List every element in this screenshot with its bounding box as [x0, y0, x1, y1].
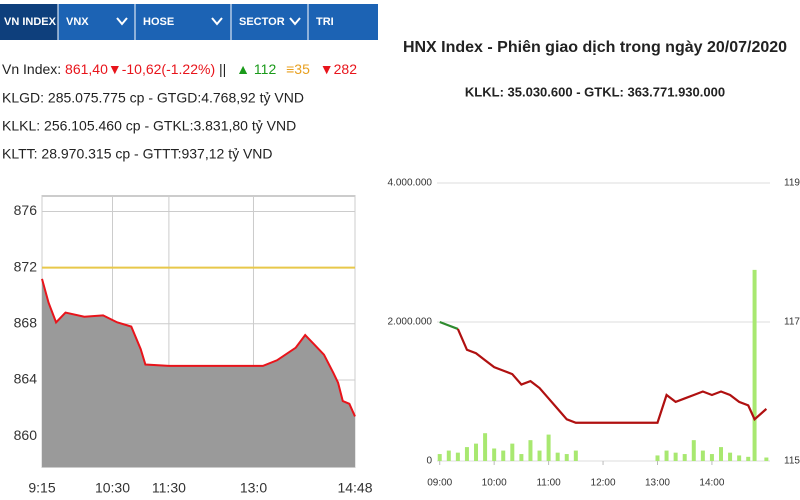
volume-bar: [519, 454, 524, 461]
volume-bar: [737, 455, 742, 461]
x-tick-label: 9:15: [28, 480, 55, 496]
volume-bar: [673, 452, 678, 461]
y-tick-label: 868: [14, 314, 38, 330]
y-tick-label: 864: [14, 371, 38, 387]
price-line: [456, 328, 768, 424]
tab[interactable]: VN INDEX: [4, 16, 57, 28]
volume-bar: [700, 450, 705, 461]
advances: ▲ 112: [236, 61, 276, 77]
volume-bar: [437, 454, 442, 461]
price-line: [41, 278, 356, 417]
tab-bar: VN INDEX VNX HOSE SECTOR TRI: [0, 4, 378, 40]
volume-bar: [691, 440, 696, 461]
tab[interactable]: TRI: [316, 16, 334, 28]
area-fill: [42, 278, 355, 467]
separator: ||: [219, 61, 226, 77]
dropdown-icon[interactable]: [116, 17, 128, 26]
y2-tick-label: 115: [784, 456, 800, 467]
y-tick-label: 4.000.000: [388, 178, 433, 189]
volume-bar: [446, 450, 451, 461]
volume-bar: [655, 455, 660, 461]
info-line: KLGD: 285.075.775 cp - GTGD:4.768,92 tỷ …: [2, 90, 304, 106]
volume-bar: [555, 452, 560, 461]
chart-title: HNX Index - Phiên giao dịch trong ngày 2…: [403, 39, 787, 56]
volume-bar: [573, 450, 578, 461]
tab-active-bg: [0, 4, 58, 40]
volume-bar: [719, 447, 724, 461]
x-tick-label: 14:00: [699, 478, 724, 489]
tab[interactable]: HOSE: [143, 16, 174, 28]
y-tick-label: 872: [14, 258, 38, 274]
volume-bar: [528, 440, 533, 461]
price-line: [439, 320, 459, 330]
y-tick-label: 876: [14, 202, 38, 218]
volume-bar: [564, 454, 569, 461]
volume-bar: [474, 443, 479, 461]
y2-tick-label: 117: [784, 317, 800, 328]
volume-bar: [682, 454, 687, 461]
y-tick-label: 0: [426, 456, 432, 467]
x-tick-label: 11:00: [536, 478, 561, 489]
volume-bar: [546, 434, 551, 461]
tab[interactable]: VNX: [66, 16, 89, 28]
x-tick-label: 11:30: [152, 480, 186, 496]
x-tick-label: 13:0: [240, 480, 267, 496]
index-change: 861,40▼-10,62(-1.22%): [65, 61, 215, 77]
y-tick-label: 860: [14, 427, 38, 443]
info-line: KLKL: 256.105.460 cp - GTKL:3.831,80 tỷ …: [2, 118, 296, 134]
x-tick-label: 13:00: [645, 478, 670, 489]
volume-bar: [764, 457, 769, 461]
dropdown-icon[interactable]: [211, 17, 223, 26]
volume-bar: [492, 448, 497, 461]
dropdown-icon[interactable]: [289, 17, 301, 26]
volume-bar: [728, 452, 733, 461]
volume-bar: [510, 443, 515, 461]
declines: ▼282: [320, 61, 357, 77]
volume-bar: [537, 450, 542, 461]
x-tick-label: 10:00: [482, 478, 507, 489]
x-tick-label: 14:48: [337, 480, 372, 496]
unchanged: ≡35: [286, 61, 310, 77]
volume-bar: [664, 450, 669, 461]
volume-bar: [501, 450, 506, 461]
x-tick-label: 10:30: [95, 480, 130, 496]
volume-bar: [746, 456, 751, 461]
volume-bar: [455, 452, 460, 461]
volume-bar: [464, 447, 469, 461]
info-line: KLTT: 28.970.315 cp - GTTT:937,12 tỷ VND: [2, 146, 273, 162]
volume-bar: [752, 269, 757, 461]
index-line: Vn Index: 861,40▼-10,62(-1.22%) || ▲ 112…: [2, 61, 357, 77]
volume-bar: [709, 454, 714, 461]
tab[interactable]: SECTOR: [239, 16, 285, 28]
x-tick-label: 12:00: [591, 478, 616, 489]
tab-bar-bg: [0, 4, 378, 40]
y2-tick-label: 119: [784, 178, 800, 189]
volume-bar: [483, 433, 488, 461]
y-tick-label: 2.000.000: [388, 317, 433, 328]
x-tick-label: 09:00: [427, 478, 452, 489]
index-label: Vn Index:: [2, 61, 61, 77]
chart-subtitle: KLKL: 35.030.600 - GTKL: 363.771.930.000: [465, 84, 725, 99]
